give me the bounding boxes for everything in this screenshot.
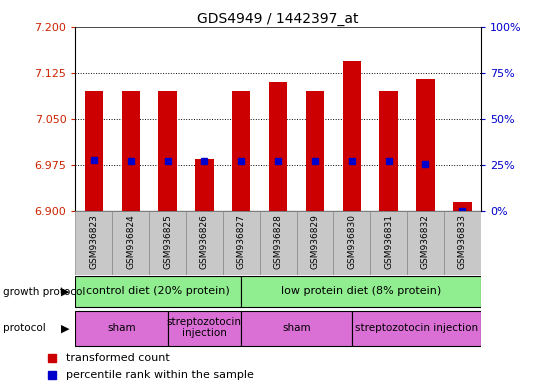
Bar bbox=[241, 311, 352, 346]
Bar bbox=[84, 91, 103, 211]
Bar bbox=[343, 61, 361, 211]
Bar bbox=[380, 91, 398, 211]
Bar bbox=[296, 211, 333, 275]
Text: control diet (20% protein): control diet (20% protein) bbox=[87, 286, 230, 296]
Text: GSM936825: GSM936825 bbox=[163, 214, 172, 269]
Text: ▶: ▶ bbox=[61, 287, 70, 297]
Bar bbox=[149, 211, 186, 275]
Bar bbox=[416, 79, 435, 211]
Text: sham: sham bbox=[107, 323, 136, 333]
Bar bbox=[241, 276, 481, 307]
Bar bbox=[453, 202, 472, 211]
Text: ▶: ▶ bbox=[61, 323, 70, 333]
Bar bbox=[333, 211, 370, 275]
Bar bbox=[75, 211, 112, 275]
Text: GSM936827: GSM936827 bbox=[237, 214, 246, 269]
Bar bbox=[186, 211, 223, 275]
Bar bbox=[195, 159, 214, 211]
Text: GSM936828: GSM936828 bbox=[273, 214, 283, 269]
Text: sham: sham bbox=[282, 323, 311, 333]
Bar bbox=[444, 211, 481, 275]
Bar bbox=[121, 91, 140, 211]
Text: streptozotocin
injection: streptozotocin injection bbox=[167, 317, 242, 338]
Text: percentile rank within the sample: percentile rank within the sample bbox=[66, 370, 254, 381]
Bar bbox=[407, 211, 444, 275]
Bar bbox=[306, 91, 324, 211]
Bar bbox=[75, 311, 168, 346]
Bar bbox=[112, 211, 149, 275]
Text: GSM936829: GSM936829 bbox=[310, 214, 319, 269]
Text: transformed count: transformed count bbox=[66, 353, 170, 363]
Bar bbox=[168, 311, 241, 346]
Text: streptozotocin injection: streptozotocin injection bbox=[355, 323, 478, 333]
Text: GSM936824: GSM936824 bbox=[126, 214, 135, 269]
Text: GSM936833: GSM936833 bbox=[458, 214, 467, 269]
Text: GSM936823: GSM936823 bbox=[89, 214, 98, 269]
Bar bbox=[232, 91, 250, 211]
Bar bbox=[269, 82, 287, 211]
Bar bbox=[75, 276, 241, 307]
Text: GSM936830: GSM936830 bbox=[347, 214, 356, 269]
Text: GSM936826: GSM936826 bbox=[200, 214, 209, 269]
Bar bbox=[352, 311, 481, 346]
Text: low protein diet (8% protein): low protein diet (8% protein) bbox=[281, 286, 441, 296]
Bar bbox=[158, 91, 177, 211]
Text: growth protocol: growth protocol bbox=[3, 287, 85, 297]
Title: GDS4949 / 1442397_at: GDS4949 / 1442397_at bbox=[197, 12, 359, 26]
Text: GSM936831: GSM936831 bbox=[384, 214, 393, 269]
Text: protocol: protocol bbox=[3, 323, 45, 333]
Bar bbox=[370, 211, 407, 275]
Bar bbox=[260, 211, 296, 275]
Text: GSM936832: GSM936832 bbox=[421, 214, 430, 269]
Bar bbox=[223, 211, 260, 275]
